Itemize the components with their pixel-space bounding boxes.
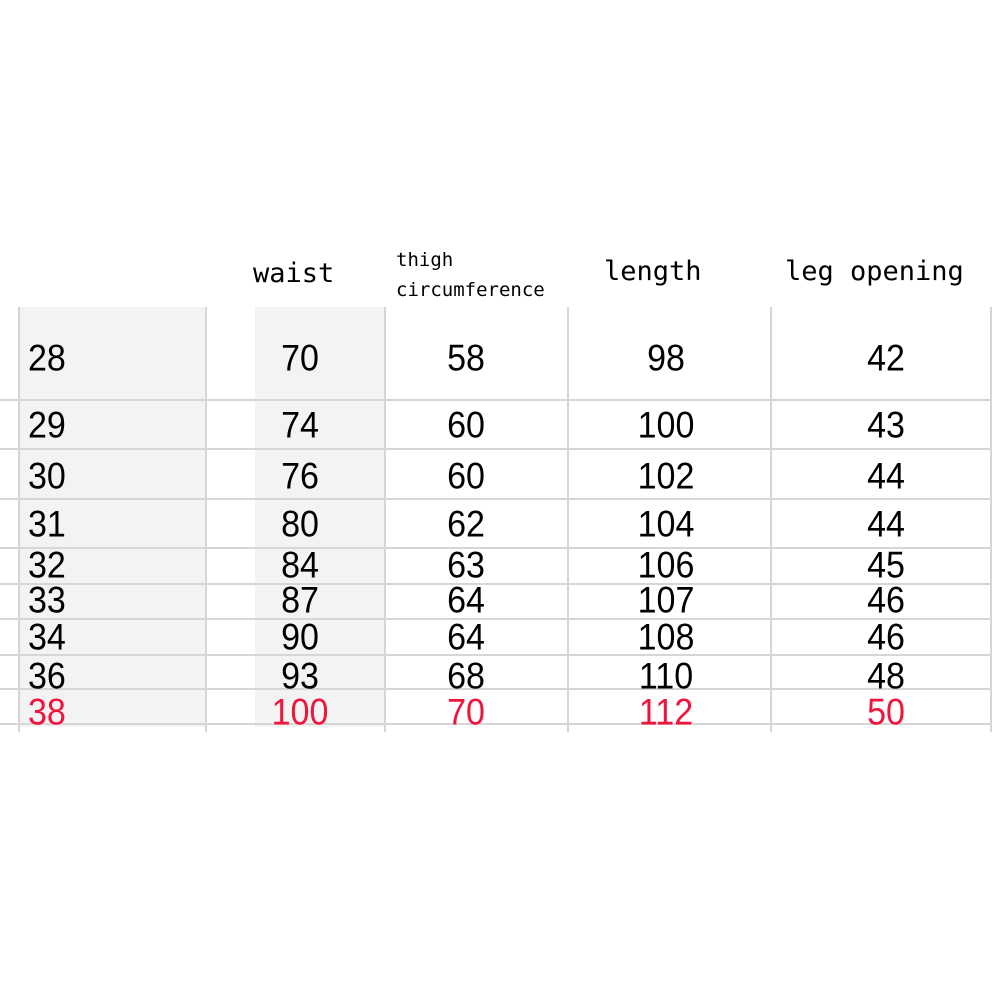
cell-length: 98 <box>647 337 685 379</box>
cell-leg-opening: 48 <box>867 655 905 697</box>
waist-column-shade <box>255 307 384 727</box>
column-divider <box>990 307 992 732</box>
size-table: 28 70 58 98 42 29 74 60 100 43 30 76 60 102 44 31 80 62 10… <box>0 307 1002 732</box>
cell-size: 29 <box>28 404 66 446</box>
row-divider <box>0 723 992 725</box>
cell-waist: 74 <box>281 404 319 446</box>
cell-leg-opening: 43 <box>867 404 905 446</box>
cell-thigh: 64 <box>447 616 485 658</box>
cell-thigh: 60 <box>447 455 485 497</box>
cell-leg-opening: 44 <box>867 455 905 497</box>
cell-length: 106 <box>637 544 695 586</box>
cell-waist: 70 <box>281 337 319 379</box>
cell-thigh: 58 <box>447 337 485 379</box>
cell-length: 108 <box>637 616 695 658</box>
column-divider <box>384 307 386 732</box>
cell-length: 104 <box>637 503 695 545</box>
cell-thigh: 64 <box>447 579 485 621</box>
cell-waist: 90 <box>281 616 319 658</box>
cell-size: 31 <box>28 503 66 545</box>
cell-thigh: 63 <box>447 544 485 586</box>
row-divider <box>0 583 992 585</box>
cell-thigh: 60 <box>447 404 485 446</box>
header-length: length <box>604 256 702 287</box>
cell-size: 30 <box>28 455 66 497</box>
cell-thigh: 62 <box>447 503 485 545</box>
column-divider <box>567 307 569 732</box>
header-leg-opening: leg opening <box>785 256 964 287</box>
cell-size: 38 <box>28 691 66 733</box>
cell-waist: 87 <box>281 579 319 621</box>
cell-leg-opening: 46 <box>867 616 905 658</box>
row-divider <box>0 448 992 450</box>
header-thigh: thigh <box>396 249 454 271</box>
cell-waist: 93 <box>281 655 319 697</box>
cell-leg-opening: 50 <box>867 691 905 733</box>
cell-length: 112 <box>638 691 694 733</box>
cell-size: 28 <box>28 337 66 379</box>
column-divider <box>770 307 772 732</box>
row-divider <box>0 688 992 690</box>
row-divider <box>0 654 992 656</box>
cell-length: 100 <box>637 404 695 446</box>
cell-waist: 100 <box>271 691 329 733</box>
cell-leg-opening: 42 <box>867 337 905 379</box>
cell-waist: 76 <box>281 455 319 497</box>
cell-waist: 84 <box>281 544 319 586</box>
cell-thigh: 70 <box>447 691 485 733</box>
cell-size: 34 <box>28 616 66 658</box>
row-divider <box>0 547 992 549</box>
cell-waist: 80 <box>281 503 319 545</box>
cell-size: 36 <box>28 655 66 697</box>
row-divider <box>0 399 992 401</box>
header-waist: waist <box>253 258 335 289</box>
header-thigh-circumference: circumference <box>396 279 545 301</box>
row-divider <box>0 618 992 620</box>
column-divider <box>18 307 20 732</box>
column-divider <box>205 307 207 732</box>
size-column-shade <box>20 307 205 727</box>
cell-size: 33 <box>28 579 66 621</box>
cell-leg-opening: 45 <box>867 544 905 586</box>
cell-size: 32 <box>28 544 66 586</box>
cell-thigh: 68 <box>447 655 485 697</box>
cell-length: 110 <box>638 655 694 697</box>
cell-length: 102 <box>637 455 695 497</box>
row-divider <box>0 498 992 500</box>
cell-leg-opening: 44 <box>867 503 905 545</box>
cell-length: 107 <box>637 579 695 621</box>
cell-leg-opening: 46 <box>867 579 905 621</box>
